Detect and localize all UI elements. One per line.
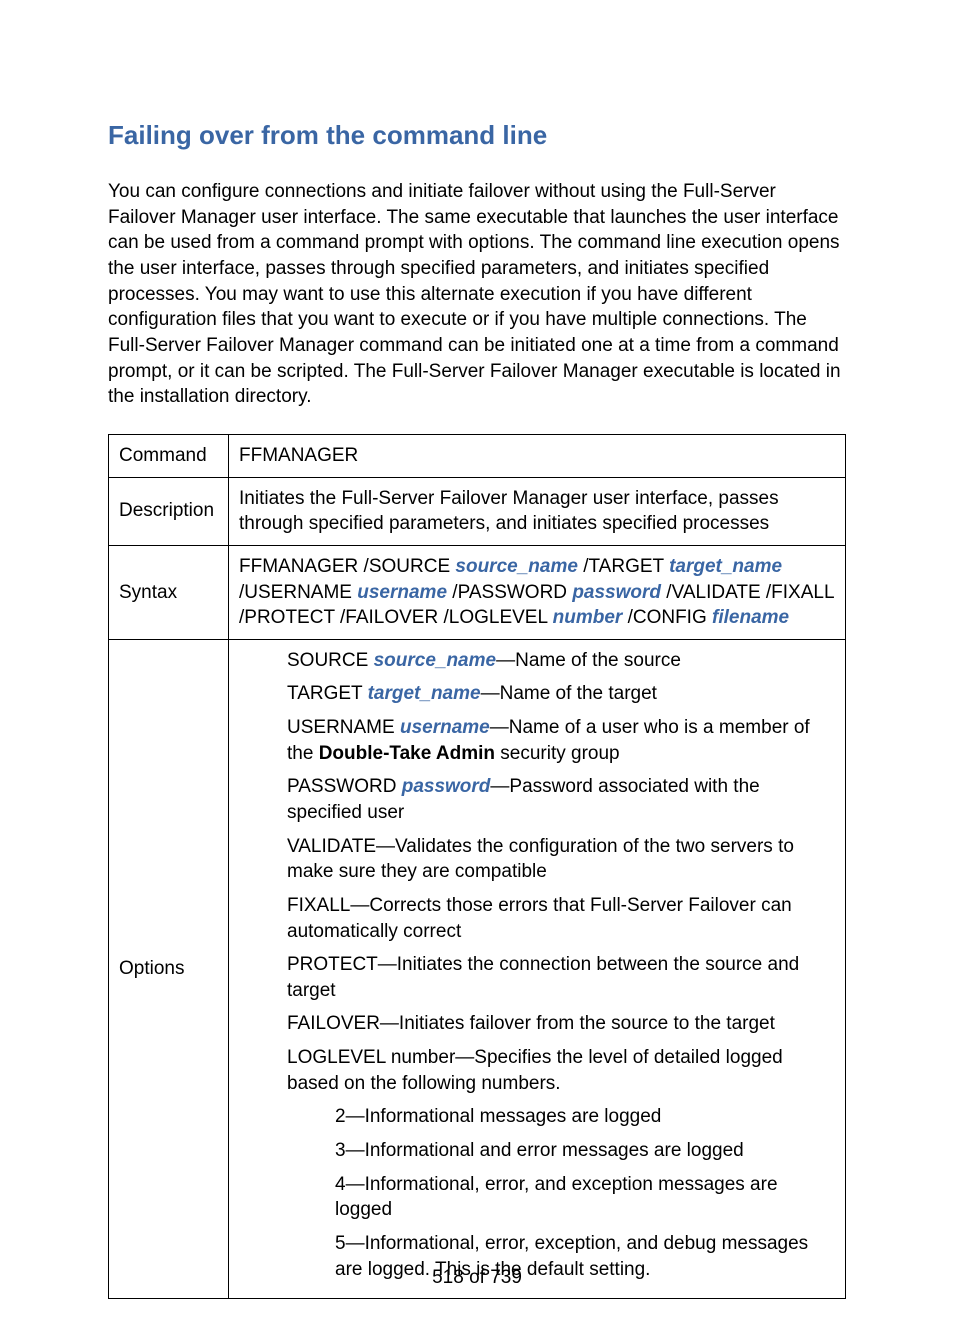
option-prefix: USERNAME [287, 717, 400, 738]
option-target: TARGET target_name—Name of the target [287, 681, 835, 707]
option-param: source_name [374, 650, 497, 671]
option-prefix: TARGET [287, 683, 368, 704]
cell-syntax-label: Syntax [109, 545, 229, 639]
syntax-text: /USERNAME [239, 582, 357, 603]
option-username: USERNAME username—Name of a user who is … [287, 715, 835, 766]
option-loglevel-4: 4—Informational, error, and exception me… [287, 1172, 835, 1223]
cell-command-label: Command [109, 434, 229, 477]
option-failover: FAILOVER—Initiates failover from the sou… [287, 1011, 835, 1037]
option-password: PASSWORD password—Password associated wi… [287, 774, 835, 825]
syntax-param-filename: filename [712, 607, 789, 628]
option-desc: —Name of the source [496, 650, 681, 671]
option-param: username [400, 717, 490, 738]
table-row: Command FFMANAGER [109, 434, 846, 477]
syntax-param-number: number [553, 607, 623, 628]
syntax-param-username: username [357, 582, 447, 603]
syntax-param-source: source_name [455, 556, 578, 577]
option-prefix: SOURCE [287, 650, 374, 671]
cell-syntax-value: FFMANAGER /SOURCE source_name /TARGET ta… [229, 545, 846, 639]
option-protect: PROTECT—Initiates the connection between… [287, 952, 835, 1003]
syntax-text: /PASSWORD [447, 582, 572, 603]
cell-options-value: SOURCE source_name—Name of the source TA… [229, 639, 846, 1298]
syntax-text: /CONFIG [622, 607, 712, 628]
option-source: SOURCE source_name—Name of the source [287, 648, 835, 674]
option-bold: Double-Take Admin [319, 743, 495, 764]
page-number: 518 of 739 [0, 1267, 954, 1289]
option-fixall: FIXALL—Corrects those errors that Full-S… [287, 893, 835, 944]
command-table: Command FFMANAGER Description Initiates … [108, 434, 846, 1299]
syntax-param-target: target_name [669, 556, 782, 577]
syntax-text: /TARGET [578, 556, 669, 577]
option-param: target_name [368, 683, 481, 704]
options-list: SOURCE source_name—Name of the source TA… [239, 648, 835, 1282]
page-heading: Failing over from the command line [108, 120, 846, 151]
option-prefix: PASSWORD [287, 776, 402, 797]
cell-description-value: Initiates the Full-Server Failover Manag… [229, 477, 846, 545]
cell-options-label: Options [109, 639, 229, 1298]
syntax-param-password: password [572, 582, 661, 603]
option-param: password [402, 776, 491, 797]
option-loglevel-2: 2—Informational messages are logged [287, 1104, 835, 1130]
document-page: Failing over from the command line You c… [0, 0, 954, 1339]
option-desc: security group [495, 743, 620, 764]
table-row: Options SOURCE source_name—Name of the s… [109, 639, 846, 1298]
table-row: Syntax FFMANAGER /SOURCE source_name /TA… [109, 545, 846, 639]
table-row: Description Initiates the Full-Server Fa… [109, 477, 846, 545]
option-validate: VALIDATE—Validates the configuration of … [287, 834, 835, 885]
intro-paragraph: You can configure connections and initia… [108, 179, 846, 410]
cell-description-label: Description [109, 477, 229, 545]
option-desc: —Name of the target [481, 683, 657, 704]
option-loglevel: LOGLEVEL number—Specifies the level of d… [287, 1045, 835, 1096]
syntax-text: FFMANAGER /SOURCE [239, 556, 455, 577]
cell-command-value: FFMANAGER [229, 434, 846, 477]
option-loglevel-3: 3—Informational and error messages are l… [287, 1138, 835, 1164]
